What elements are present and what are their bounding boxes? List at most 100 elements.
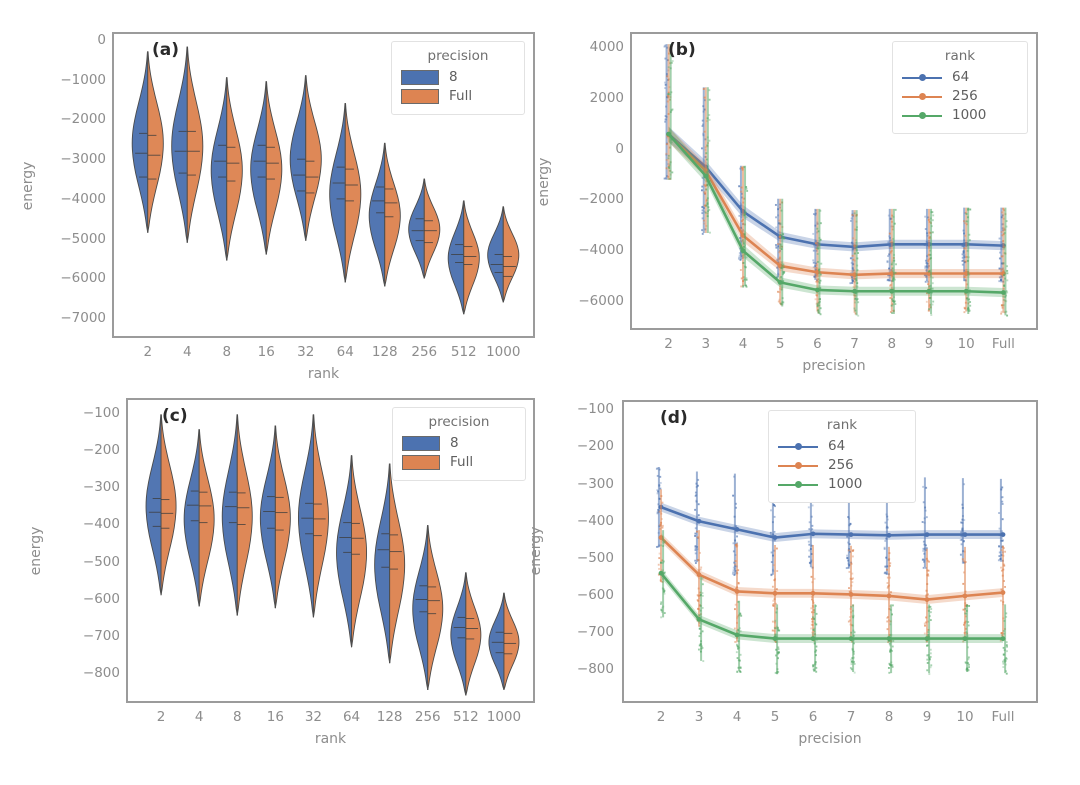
panel-b-xtick-group: 2 3 4 5 6 7 8 9 10 Full	[630, 336, 1038, 356]
violin-8	[259, 425, 276, 609]
violin-8	[210, 77, 228, 261]
series-64	[655, 467, 1006, 577]
y-axis-tick-label: −100	[576, 401, 614, 418]
x-axis-tick-label: 8	[232, 709, 242, 725]
legend-line-green-icon	[778, 478, 818, 491]
panel-a-legend[interactable]: precision 8 Full	[391, 41, 525, 115]
legend-item[interactable]: 1000	[778, 476, 906, 492]
y-axis-tick-label: −500	[82, 553, 120, 570]
legend-item[interactable]: Full	[401, 88, 515, 104]
violin-8	[145, 414, 162, 596]
x-axis-tick-label: 64	[342, 709, 361, 725]
legend-swatch-orange-icon	[402, 454, 440, 470]
legend-item-label: 1000	[952, 107, 987, 123]
legend-item-label: 256	[952, 88, 978, 104]
x-axis-tick-label: 5	[770, 709, 780, 725]
panel-b-legend[interactable]: rank 64 256 1000	[892, 41, 1028, 134]
x-axis-tick-label: 4	[194, 709, 204, 725]
x-axis-tick-label: Full	[991, 336, 1015, 352]
x-axis-tick-label: 10	[956, 709, 974, 725]
legend-item-label: Full	[449, 88, 473, 104]
y-axis-tick-label: −600	[82, 590, 120, 607]
x-axis-tick-label: 8	[884, 709, 894, 725]
y-axis-tick-label: −700	[82, 627, 120, 644]
y-axis-tick-label: −300	[576, 475, 614, 492]
panel-c-legend[interactable]: precision 8 Full	[392, 407, 526, 481]
x-axis-tick-label: 16	[266, 709, 284, 725]
violin-8	[221, 414, 238, 616]
violin-8	[183, 429, 200, 607]
violin-8	[297, 414, 314, 618]
x-axis-tick-label: Full	[991, 709, 1015, 725]
legend-item-label: 8	[450, 435, 459, 451]
x-axis-tick-label: 8	[222, 344, 232, 360]
x-axis-tick-label: 4	[738, 336, 748, 352]
legend-swatch-orange-icon	[401, 88, 439, 104]
legend-item-label: 1000	[828, 476, 863, 492]
y-axis-tick-label: −200	[576, 438, 614, 455]
panel-a-plot	[131, 46, 520, 315]
y-axis-tick-label: 2000	[589, 89, 624, 106]
x-axis-tick-label: 9	[922, 709, 932, 725]
x-axis-tick-label: 3	[694, 709, 704, 725]
y-axis-tick-label: −6000	[578, 292, 624, 309]
legend-title: precision	[427, 48, 489, 64]
legend-swatch-blue-icon	[401, 69, 439, 85]
violin-Full	[198, 429, 215, 607]
x-axis-tick-label: 32	[297, 344, 315, 360]
violin-Full	[305, 75, 322, 241]
panel-c-ytick-group: −100 −200 −300 −400 −500 −600 −700 −800	[62, 398, 120, 703]
panel-d-xlabel: precision	[798, 731, 862, 747]
legend-item[interactable]: 1000	[902, 107, 1018, 123]
x-axis-tick-label: 5	[775, 336, 785, 352]
y-axis-tick-label: −100	[82, 404, 120, 421]
violin-Full	[236, 414, 253, 616]
y-axis-tick-label: −200	[82, 442, 120, 459]
series-256	[657, 489, 1007, 644]
y-axis-tick-label: −3000	[60, 151, 106, 168]
x-axis-tick-label: 512	[452, 709, 479, 725]
violin-Full	[312, 414, 329, 618]
panel-b-plot	[663, 44, 1009, 317]
x-axis-tick-label: 6	[808, 709, 818, 725]
violin-Full	[427, 525, 444, 690]
legend-item[interactable]: 8	[402, 435, 516, 451]
violin-8	[171, 46, 188, 243]
x-axis-tick-label: 256	[411, 344, 438, 360]
x-axis-tick-label: 10	[957, 336, 975, 352]
legend-item-label: 256	[828, 457, 854, 473]
legend-item[interactable]: 256	[902, 88, 1018, 104]
legend-item[interactable]: 256	[778, 457, 906, 473]
x-axis-tick-label: 2	[156, 709, 166, 725]
y-axis-tick-label: −600	[576, 587, 614, 603]
x-axis-tick-label: 1000	[486, 344, 521, 360]
y-axis-tick-label: −800	[82, 664, 120, 681]
y-axis-tick-label: −1000	[60, 71, 106, 88]
panel-a-tag: (a)	[152, 40, 180, 60]
y-axis-tick-label: −300	[82, 479, 120, 496]
legend-item[interactable]: 64	[902, 69, 1018, 85]
panel-b-ytick-group: 4000 2000 0 −2000 −4000 −6000	[562, 32, 624, 330]
legend-line-orange-icon	[902, 90, 942, 103]
x-axis-tick-label: 128	[371, 344, 398, 360]
panel-b-tag: (b)	[668, 40, 696, 60]
panel-d-legend[interactable]: rank 64 256 1000	[768, 410, 916, 503]
panel-a-xtick-group: 2 4 8 16 32 64 128 256 512 1000	[112, 344, 535, 364]
violin-Full	[463, 200, 480, 315]
violin-Full	[502, 206, 520, 303]
x-axis-tick-label: 3	[701, 336, 711, 352]
x-axis-tick-label: 9	[924, 336, 934, 352]
x-axis-tick-label: 512	[450, 344, 477, 360]
panel-c-tag: (c)	[162, 406, 188, 426]
y-axis-tick-label: 0	[97, 31, 106, 48]
legend-item[interactable]: 8	[401, 69, 515, 85]
x-axis-tick-label: 2	[656, 709, 666, 725]
legend-item[interactable]: 64	[778, 438, 906, 454]
violin-8	[131, 51, 149, 233]
legend-item[interactable]: Full	[402, 454, 516, 470]
panel-d-plot	[655, 467, 1008, 676]
panel-c-plot	[145, 414, 520, 696]
violin-8	[368, 142, 386, 287]
violin-Full	[384, 142, 401, 287]
